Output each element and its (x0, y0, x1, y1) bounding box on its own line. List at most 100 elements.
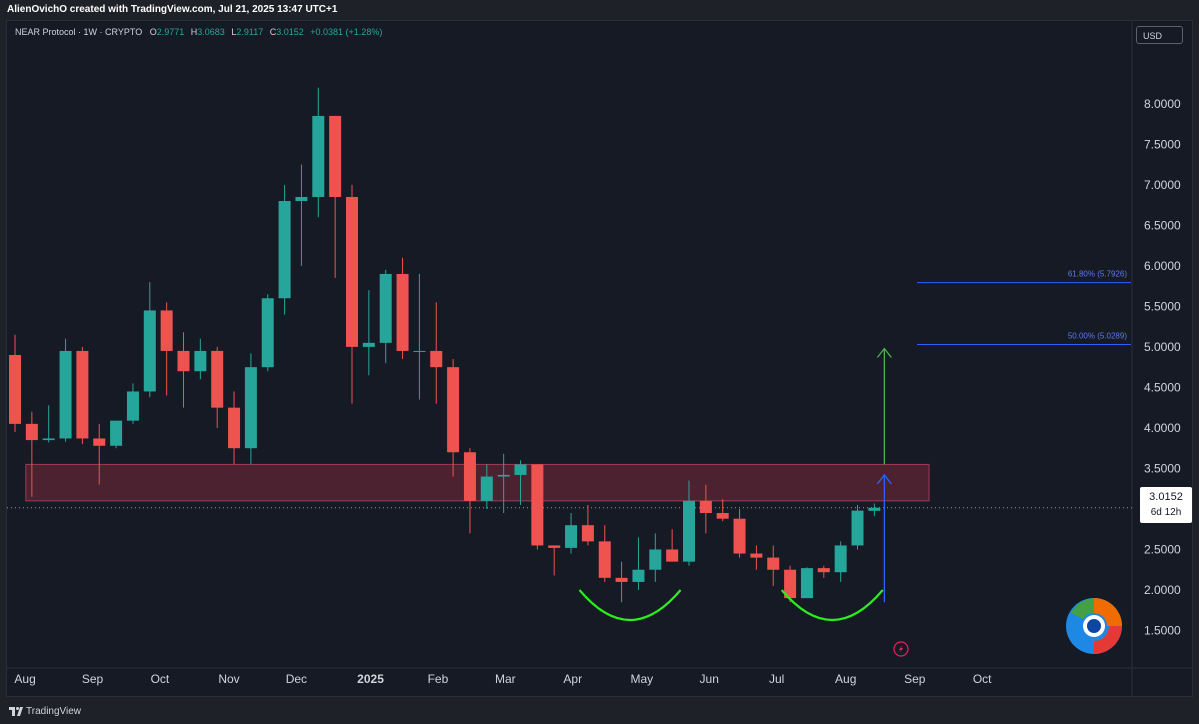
candle-body (295, 196, 308, 202)
candle-body (565, 525, 578, 548)
cup-pattern-curve (578, 589, 682, 622)
footer-brand: TradingView (26, 706, 82, 717)
candle-body (413, 350, 426, 352)
attribution-bar: AlienOvichO created with TradingView.com… (0, 0, 1199, 20)
symbol-legend[interactable]: NEAR Protocol · 1W · CRYPTO O2.9771 H3.0… (15, 27, 382, 37)
price-tick-label: 4.5000 (1144, 380, 1181, 394)
candle (868, 503, 881, 517)
candle (548, 545, 561, 576)
time-tick-label: May (630, 672, 653, 686)
candle-body (632, 569, 645, 582)
candle (480, 464, 493, 509)
candle-body (649, 549, 662, 570)
candle-body (868, 507, 881, 511)
time-tick-label: Apr (563, 672, 582, 686)
price-tick-label: 5.5000 (1144, 299, 1181, 313)
candle-body (514, 464, 527, 475)
candle (177, 332, 190, 408)
resistance-zone-rect (25, 463, 930, 502)
candle (784, 565, 797, 603)
time-tick-label: Aug (14, 672, 35, 686)
price-tick-label: 7.5000 (1144, 137, 1181, 151)
candle (278, 184, 291, 315)
candle-body (362, 342, 375, 347)
flash-bolt-icon (899, 645, 903, 653)
candle-body (228, 407, 241, 449)
candle-body (699, 500, 712, 514)
chart-panel[interactable]: 61.80% (5.7926) 50.00% (5.0289) 1.5000 2.0… (6, 20, 1193, 697)
price-tick-label: 4.0000 (1144, 421, 1181, 435)
currency-selector[interactable]: USD (1136, 26, 1183, 44)
low-label: L (231, 27, 237, 37)
candle-body (244, 367, 257, 449)
footer-bar: TradingView (0, 699, 1199, 724)
candle-body (76, 350, 89, 439)
candle-body (817, 568, 830, 573)
candle (598, 525, 611, 582)
time-tick-label: 2025 (357, 672, 384, 686)
candle (767, 545, 780, 586)
candle (649, 533, 662, 582)
candle (447, 359, 460, 477)
candle-body (194, 350, 207, 372)
candle-body (447, 367, 460, 453)
candle-body (42, 438, 55, 441)
candle-body (463, 452, 476, 501)
open-value: 2.9771 (156, 27, 185, 37)
time-tick-label: Jun (700, 672, 719, 686)
candle-body (548, 545, 561, 548)
candle-body (379, 273, 392, 343)
candle-body (531, 464, 544, 546)
price-tick-label: 5.0000 (1144, 340, 1181, 354)
bar-countdown: 6d 12h (1150, 507, 1182, 518)
candle-body (834, 545, 847, 573)
candle-body (683, 500, 695, 562)
candle-body (615, 577, 628, 582)
last-price-value: 3.0152 (1149, 491, 1183, 503)
candle-body (177, 350, 190, 372)
candle-body (126, 391, 139, 421)
price-tick-label: 1.5000 (1144, 624, 1181, 638)
price-tick-label: 7.0000 (1144, 178, 1181, 192)
chart-canvas[interactable]: 61.80% (5.7926) 50.00% (5.0289) 1.5000 2.0… (7, 21, 1192, 696)
stop-arrow-head (876, 473, 892, 485)
close-value: 3.0152 (276, 27, 304, 37)
candle-body (800, 568, 813, 599)
candle-body (211, 350, 224, 408)
candle (851, 504, 864, 550)
candle (93, 423, 106, 485)
time-tick-label: Oct (151, 672, 170, 686)
candle (430, 302, 443, 404)
annotations: 61.80% (5.7926) 50.00% (5.0289) (578, 270, 1131, 657)
candle (211, 346, 224, 428)
price-tick-label: 8.0000 (1144, 97, 1181, 111)
time-tick-label: Oct (973, 672, 992, 686)
flash-event-icon (893, 641, 909, 657)
candle (800, 567, 813, 599)
candle-body (767, 557, 780, 570)
candle (362, 290, 375, 376)
candle (733, 508, 746, 558)
candle-body (143, 310, 156, 392)
resistance-zone (25, 463, 930, 502)
candle (581, 504, 594, 546)
fib-level-label: 61.80% (5.7926) (1068, 270, 1127, 279)
time-tick-label: Dec (286, 672, 307, 686)
candle (817, 565, 830, 578)
candle (295, 164, 308, 266)
candle-body (716, 513, 729, 519)
symbol-title[interactable]: NEAR Protocol · 1W · CRYPTO (15, 27, 143, 37)
candle-body (110, 420, 123, 446)
candle (76, 346, 89, 445)
price-tick-label: 2.5000 (1144, 542, 1181, 556)
close-label: C (269, 27, 277, 37)
candle (615, 561, 628, 603)
candle-body (329, 115, 342, 197)
fib-level-label: 50.00% (5.0289) (1068, 332, 1127, 341)
time-axis: Aug Sep Oct Nov Dec 2025 Feb Mar Apr May Jun Jul Aug… (14, 672, 992, 686)
candle-body (666, 549, 679, 562)
candle-body (278, 201, 291, 299)
candle (9, 334, 21, 432)
candle (699, 484, 712, 534)
